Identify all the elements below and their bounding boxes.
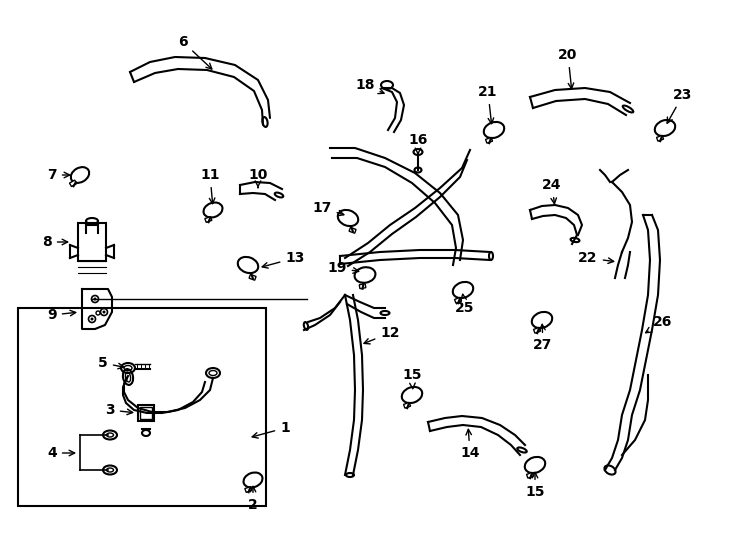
Bar — [140, 407, 152, 419]
Text: 20: 20 — [559, 48, 578, 89]
Circle shape — [93, 298, 96, 300]
Text: 3: 3 — [105, 403, 133, 417]
Circle shape — [103, 310, 106, 314]
Text: 6: 6 — [178, 35, 212, 69]
Bar — [138, 405, 154, 421]
Text: 21: 21 — [479, 85, 498, 124]
Bar — [404, 402, 410, 408]
Text: 4: 4 — [47, 446, 75, 460]
Text: 19: 19 — [327, 261, 359, 275]
Text: 11: 11 — [200, 168, 219, 204]
Bar — [349, 227, 356, 233]
Text: 18: 18 — [355, 78, 384, 93]
Text: 15: 15 — [526, 472, 545, 499]
Bar — [245, 487, 252, 492]
Bar — [70, 180, 76, 186]
Text: 13: 13 — [262, 251, 305, 268]
Text: 10: 10 — [248, 168, 268, 187]
Text: 22: 22 — [578, 251, 614, 265]
Circle shape — [90, 318, 93, 321]
Text: 23: 23 — [667, 88, 693, 123]
Bar — [454, 298, 462, 303]
Text: 8: 8 — [42, 235, 68, 249]
Text: 5: 5 — [98, 356, 124, 370]
Text: 25: 25 — [455, 294, 475, 315]
Bar — [486, 137, 493, 143]
Bar — [526, 472, 534, 478]
Text: 2: 2 — [248, 487, 258, 512]
Text: 12: 12 — [364, 326, 400, 344]
Text: 16: 16 — [408, 133, 428, 154]
Bar — [249, 274, 256, 280]
Bar — [359, 284, 366, 289]
Text: 27: 27 — [534, 325, 553, 352]
Bar — [78, 223, 106, 261]
Text: 26: 26 — [646, 315, 672, 333]
Bar — [534, 327, 540, 333]
Text: 1: 1 — [252, 421, 290, 438]
Text: 14: 14 — [460, 429, 480, 460]
Bar — [205, 217, 212, 222]
Text: 7: 7 — [47, 168, 70, 182]
Text: 24: 24 — [542, 178, 562, 204]
Text: 15: 15 — [402, 368, 422, 389]
Bar — [656, 136, 664, 141]
Text: 9: 9 — [47, 308, 76, 322]
Bar — [18, 308, 266, 506]
Text: 17: 17 — [312, 201, 344, 216]
